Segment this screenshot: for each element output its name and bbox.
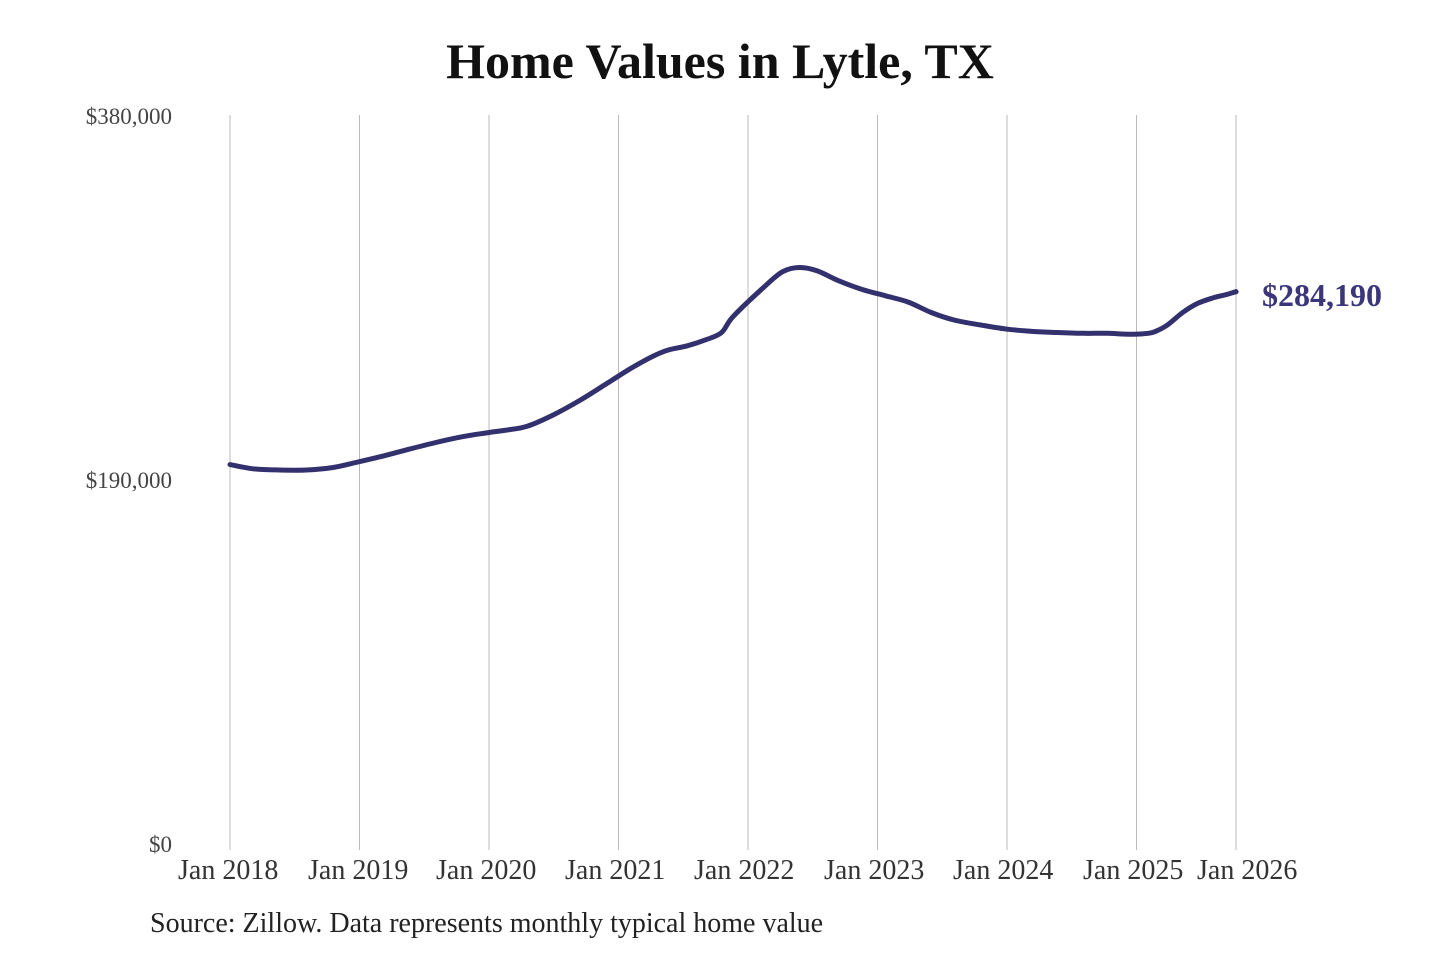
svg-text:Jan 2022: Jan 2022 — [694, 855, 794, 886]
svg-text:Jan 2020: Jan 2020 — [436, 855, 536, 886]
svg-text:$380,000: $380,000 — [86, 104, 172, 129]
svg-text:Jan 2023: Jan 2023 — [824, 855, 924, 886]
svg-text:Jan 2019: Jan 2019 — [308, 855, 408, 886]
svg-text:Jan 2026: Jan 2026 — [1197, 855, 1297, 886]
svg-text:Jan 2018: Jan 2018 — [178, 855, 278, 886]
svg-text:Jan 2025: Jan 2025 — [1083, 855, 1183, 886]
svg-text:$190,000: $190,000 — [86, 468, 172, 493]
svg-text:Jan 2021: Jan 2021 — [565, 855, 665, 886]
svg-text:Jan 2024: Jan 2024 — [953, 855, 1053, 886]
svg-text:$0: $0 — [149, 832, 172, 857]
svg-text:$284,190: $284,190 — [1262, 277, 1382, 313]
